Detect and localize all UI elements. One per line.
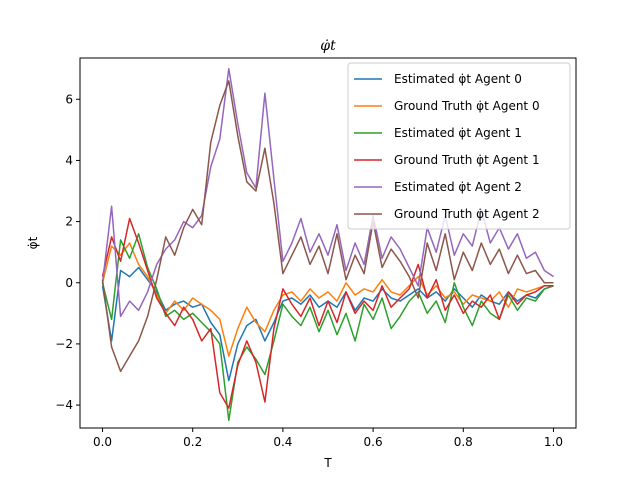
x-tick-label: 0.0 bbox=[93, 435, 112, 449]
x-axis: 0.0 0.2 0.4 0.6 0.8 1.0 bbox=[93, 428, 563, 449]
y-tick-label: −2 bbox=[55, 337, 73, 351]
legend-box bbox=[347, 62, 571, 230]
y-tick-label: 2 bbox=[65, 215, 73, 229]
y-tick-label: 4 bbox=[65, 153, 73, 167]
x-tick-label: 1.0 bbox=[544, 435, 563, 449]
y-tick-label: −4 bbox=[55, 398, 73, 412]
legend-label-1: Ground Truth φ̇t Agent 0 bbox=[394, 99, 540, 113]
legend-label-3: Ground Truth φ̇t Agent 1 bbox=[394, 153, 540, 167]
chart-title: φ̇t bbox=[320, 38, 336, 54]
legend: Estimated φ̇t Agent 0 Ground Truth φ̇t Ag… bbox=[347, 62, 571, 230]
plot-frame bbox=[79, 57, 577, 429]
series-line-2 bbox=[101, 233, 554, 422]
x-tick-label: 0.8 bbox=[454, 435, 473, 449]
legend-entries: Estimated φ̇t Agent 0 Ground Truth φ̇t Ag… bbox=[354, 72, 540, 221]
series-line-3 bbox=[101, 217, 554, 409]
y-axis-label: φ̇t bbox=[26, 236, 40, 249]
series-line-5 bbox=[101, 80, 554, 373]
y-tick-label: 6 bbox=[65, 92, 73, 106]
legend-label-0: Estimated φ̇t Agent 0 bbox=[394, 72, 522, 86]
y-axis: −4 −2 0 2 4 6 bbox=[55, 92, 80, 412]
x-tick-label: 0.6 bbox=[364, 435, 383, 449]
series-line-1 bbox=[101, 242, 554, 357]
x-axis-label: T bbox=[323, 456, 332, 470]
x-tick-label: 0.4 bbox=[273, 435, 292, 449]
legend-label-4: Estimated φ̇t Agent 2 bbox=[394, 180, 522, 194]
legend-label-2: Estimated φ̇t Agent 1 bbox=[394, 126, 522, 140]
y-tick-label: 0 bbox=[65, 276, 73, 290]
legend-label-5: Ground Truth φ̇t Agent 2 bbox=[394, 207, 540, 221]
series-layer bbox=[101, 67, 554, 422]
x-tick-label: 0.2 bbox=[183, 435, 202, 449]
